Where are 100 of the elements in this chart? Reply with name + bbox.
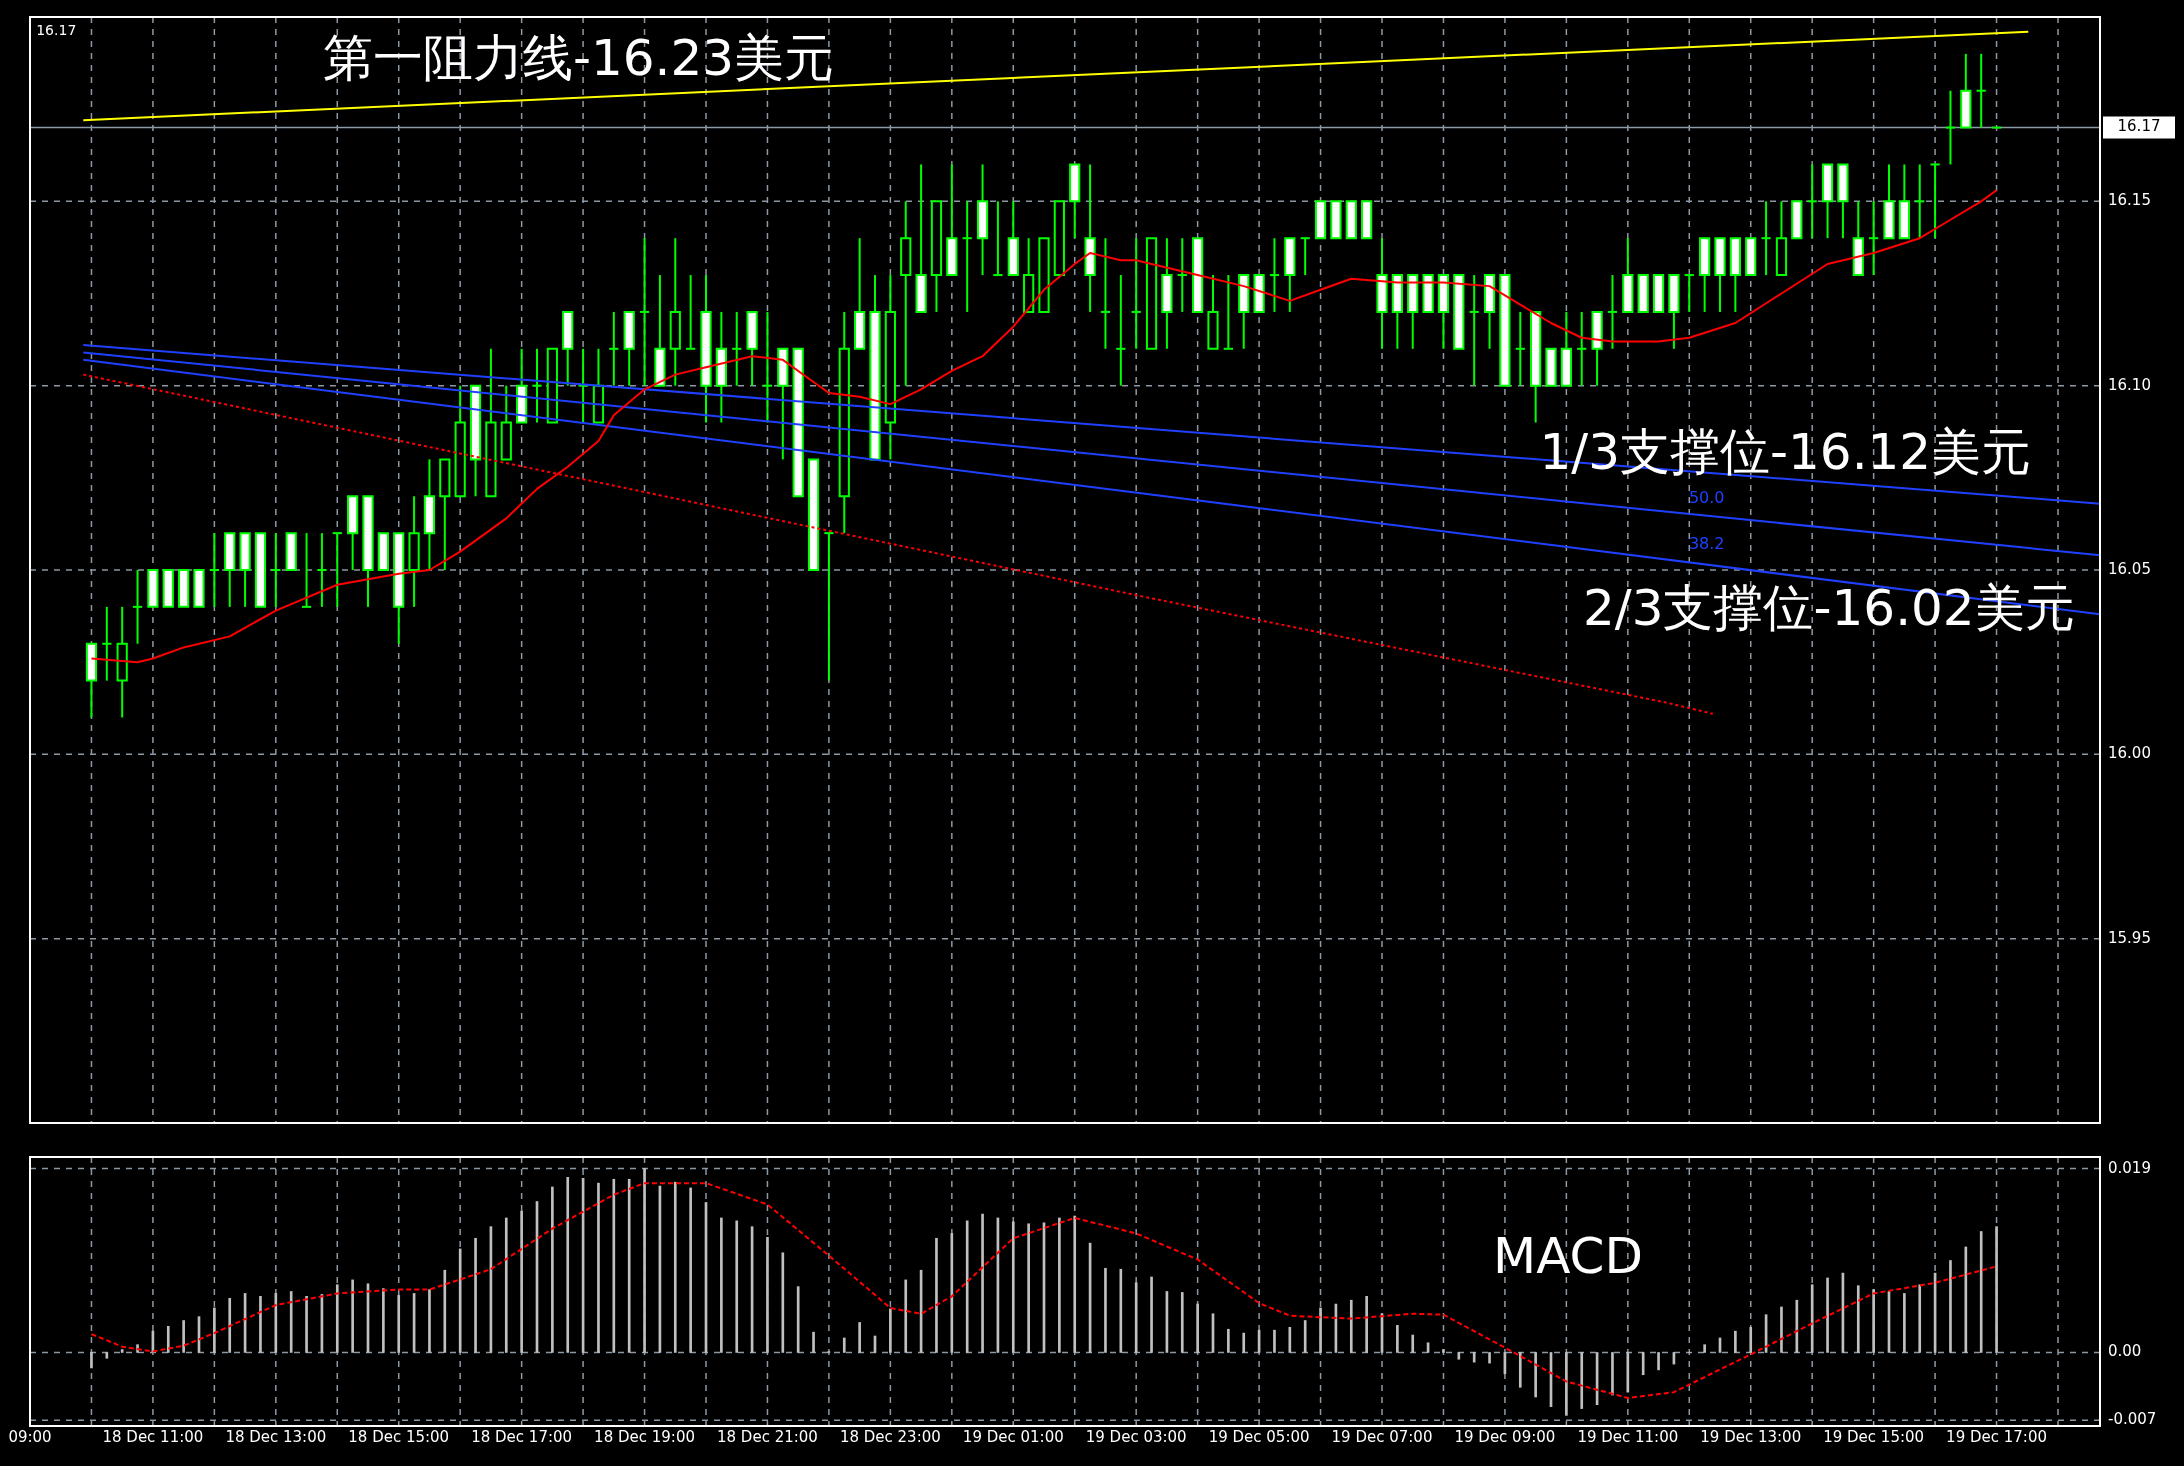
bar: [1534, 1352, 1537, 1398]
bar: [351, 1279, 354, 1353]
bar: [182, 1320, 185, 1353]
candlestick: [101, 605, 113, 682]
x-tick-label: 19 Dec 09:00: [1454, 1427, 1556, 1446]
candlestick: [1176, 237, 1188, 313]
candlestick: [1606, 274, 1619, 350]
bar: [720, 1217, 723, 1353]
y-tick-label: -0.007: [2108, 1410, 2157, 1429]
candlestick: [761, 310, 774, 424]
candlestick: [1130, 237, 1142, 350]
candlestick: [208, 532, 220, 608]
bar: [1180, 1292, 1184, 1353]
annotation: 38.2: [1688, 533, 1725, 553]
bar: [1856, 1285, 1860, 1353]
candlestick: [1868, 200, 1880, 277]
y-tick-label: 16.00: [2108, 744, 2151, 763]
bar: [520, 1210, 523, 1353]
bar: [1872, 1289, 1875, 1353]
candlestick: [1299, 237, 1311, 277]
bar: [1319, 1307, 1322, 1353]
candlestick: [1760, 200, 1772, 277]
bar: [1903, 1293, 1906, 1353]
bar: [812, 1331, 815, 1353]
bar: [1058, 1217, 1061, 1353]
bar: [1734, 1330, 1737, 1353]
bar: [1442, 1349, 1445, 1353]
x-tick-label: 19 Dec 15:00: [1823, 1427, 1925, 1446]
x-tick-label: 09:00: [8, 1427, 52, 1446]
bar: [1611, 1352, 1614, 1396]
candlestick: [1115, 274, 1127, 387]
x-tick-label: 19 Dec 17:00: [1946, 1427, 2047, 1446]
bar: [1196, 1303, 1199, 1353]
bar: [428, 1289, 431, 1353]
bar: [1918, 1284, 1922, 1353]
candlestick: [1683, 274, 1695, 313]
x-tick-label: 18 Dec 21:00: [717, 1427, 818, 1446]
bar: [1457, 1352, 1461, 1360]
candlestick: [1806, 163, 1818, 240]
annotation: 16.17: [36, 22, 77, 39]
bar: [612, 1178, 616, 1353]
bar: [551, 1186, 554, 1353]
bar: [1979, 1231, 1983, 1353]
bar: [1626, 1352, 1630, 1393]
bar: [1011, 1221, 1015, 1353]
bar: [1288, 1326, 1292, 1353]
x-tick-label: 18 Dec 11:00: [102, 1427, 204, 1446]
bar: [766, 1236, 769, 1353]
candlestick: [1514, 310, 1526, 387]
bar: [627, 1178, 631, 1353]
bar: [1749, 1326, 1753, 1353]
candlestick: [1944, 89, 1957, 166]
bar: [597, 1182, 600, 1353]
x-tick-label: 18 Dec 19:00: [594, 1427, 695, 1446]
bar: [1349, 1299, 1353, 1353]
candlestick: [638, 237, 651, 387]
bar: [1472, 1352, 1476, 1363]
bar: [981, 1213, 984, 1353]
candlestick: [1222, 274, 1234, 350]
x-tick-label: 19 Dec 07:00: [1331, 1427, 1433, 1446]
bar: [105, 1352, 109, 1359]
bar: [1027, 1223, 1030, 1353]
bar: [166, 1326, 170, 1353]
bar: [90, 1352, 93, 1369]
bar: [904, 1279, 908, 1353]
x-tick-label: 19 Dec 03:00: [1085, 1427, 1187, 1446]
bar: [289, 1291, 293, 1353]
bar: [1795, 1299, 1799, 1353]
bar: [213, 1307, 216, 1353]
bar: [1488, 1352, 1491, 1364]
bar: [474, 1237, 477, 1353]
candlestick: [270, 532, 282, 608]
bar: [1227, 1328, 1230, 1353]
bar: [1949, 1260, 1952, 1353]
candlestick: [1576, 310, 1588, 387]
bar: [1657, 1352, 1660, 1371]
candlestick: [1914, 163, 1926, 240]
bar: [1134, 1282, 1138, 1353]
candlestick: [316, 532, 328, 608]
x-tick-label: 19 Dec 13:00: [1700, 1427, 1802, 1446]
bar: [796, 1286, 800, 1353]
bar: [689, 1187, 692, 1353]
bar: [1641, 1352, 1645, 1376]
x-tick-label: 19 Dec 11:00: [1577, 1427, 1679, 1446]
candlestick: [608, 310, 620, 387]
candlestick: [1099, 237, 1112, 350]
bar: [1810, 1284, 1814, 1353]
annotation: 50.0: [1688, 488, 1725, 508]
bar: [504, 1217, 508, 1353]
candlestick: [1468, 274, 1480, 387]
bar: [566, 1176, 570, 1353]
x-tick-label: 19 Dec 01:00: [962, 1427, 1064, 1446]
bar: [889, 1308, 892, 1353]
y-tick-label: 16.05: [2108, 559, 2151, 578]
x-tick-label: 18 Dec 23:00: [839, 1427, 941, 1446]
candlestick: [823, 532, 835, 682]
y-tick-label: 0.00: [2108, 1342, 2142, 1361]
candlestick: [531, 347, 543, 424]
bar: [1580, 1352, 1584, 1409]
bar: [1150, 1276, 1153, 1353]
